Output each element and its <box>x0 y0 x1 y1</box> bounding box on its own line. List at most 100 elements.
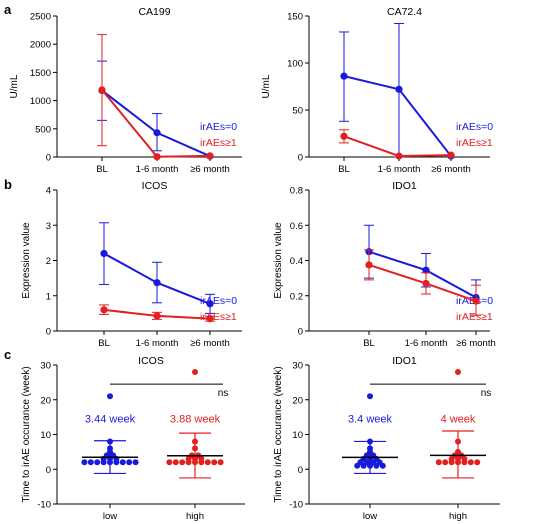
y-tick-label: 1 <box>46 291 51 302</box>
mean-label: 3.4 week <box>348 413 393 425</box>
data-point <box>132 459 139 466</box>
data-point <box>107 438 113 445</box>
data-point <box>153 279 161 287</box>
y-tick-label: 0 <box>46 327 51 338</box>
x-tick-label: ≥6 month <box>190 338 230 349</box>
data-point <box>192 459 198 466</box>
significance-label: ns <box>481 388 492 399</box>
y-tick-label: 30 <box>40 361 51 372</box>
data-point <box>422 279 430 288</box>
x-tick-label: low <box>103 511 117 522</box>
x-tick-label: BL <box>363 338 375 349</box>
y-tick-label: 500 <box>35 124 51 135</box>
data-point <box>113 459 120 466</box>
data-point <box>192 445 198 452</box>
series-line <box>101 89 211 158</box>
chart-title: ICOS <box>142 180 168 192</box>
y-axis-label: Expression value <box>273 222 284 299</box>
data-point <box>107 393 113 400</box>
data-point <box>172 459 179 466</box>
data-point <box>354 462 361 469</box>
data-point <box>98 86 106 94</box>
y-tick-label: 0 <box>298 153 303 164</box>
data-point <box>119 459 126 466</box>
y-tick-label: 0.4 <box>290 256 303 267</box>
data-point <box>166 459 173 466</box>
mean-label: 4 week <box>441 413 476 425</box>
y-axis-label: U/mL <box>261 74 272 98</box>
data-point <box>217 459 224 466</box>
y-axis-label: Time to irAE occurance (week) <box>273 366 284 502</box>
x-tick-label: 1-6 month <box>136 338 179 349</box>
data-point <box>179 459 186 466</box>
chart-b1: ICOS 0 1 2 3 4 Expression value BL 1-6 month ≥6 m… <box>21 180 242 349</box>
data-point <box>472 297 480 305</box>
x-tick-label: high <box>449 511 467 522</box>
legend-label: irAEs=0 <box>200 295 237 307</box>
y-tick-label: -10 <box>289 500 303 511</box>
data-point <box>467 459 474 466</box>
y-tick-label: 0.6 <box>290 221 303 232</box>
data-point <box>204 459 211 466</box>
legend-label: irAEs=0 <box>456 121 493 133</box>
y-tick-label: 2 <box>46 256 51 267</box>
data-point <box>455 438 461 445</box>
legend-label: irAEs≥1 <box>456 137 493 149</box>
y-tick-label: 0 <box>298 327 303 338</box>
data-point <box>153 312 161 320</box>
data-point <box>365 261 373 269</box>
data-point <box>455 459 461 466</box>
x-tick-label: 1-6 month <box>405 338 448 349</box>
mean-label: 3.44 week <box>85 413 136 425</box>
mean-label: 3.88 week <box>170 413 221 425</box>
data-point <box>192 438 198 445</box>
data-point <box>379 462 386 469</box>
y-tick-label: 4 <box>46 186 51 197</box>
chart-title: CA72.4 <box>387 6 422 18</box>
data-point <box>373 462 380 469</box>
y-tick-label: 10 <box>40 430 51 441</box>
y-tick-label: 20 <box>40 395 51 406</box>
data-point <box>87 459 94 466</box>
group-high: 3.88 week <box>166 368 224 479</box>
chart-title: IDO1 <box>392 180 417 192</box>
data-point <box>395 85 403 93</box>
data-point <box>100 249 108 258</box>
data-point <box>185 459 192 466</box>
data-point <box>206 315 214 323</box>
series-1: irAEs≥1 <box>339 129 493 160</box>
y-tick-label: 0 <box>298 465 303 476</box>
y-axis-label: U/mL <box>9 74 20 98</box>
legend-label: irAEs≥1 <box>200 311 237 323</box>
chart-b2: IDO1 0 0.2 0.4 0.6 0.8 Expression value BL 1-6 m… <box>273 180 496 349</box>
y-tick-label: 100 <box>287 59 303 70</box>
x-tick-label: low <box>363 511 377 522</box>
data-point <box>206 300 214 308</box>
data-point <box>395 152 403 160</box>
data-point <box>442 459 449 466</box>
data-point <box>360 462 367 469</box>
y-tick-label: 150 <box>287 12 303 23</box>
data-point <box>206 152 214 160</box>
data-point <box>81 459 88 466</box>
data-point <box>340 132 348 140</box>
legend-label: irAEs≥1 <box>456 311 493 323</box>
data-point <box>474 459 481 466</box>
x-tick-label: 1-6 month <box>136 164 179 175</box>
data-point <box>126 459 133 466</box>
data-point <box>461 459 468 466</box>
data-point <box>340 72 348 80</box>
chart-c1: ICOS -10 0 10 20 30 Time to irAE occurance (we… <box>21 355 245 522</box>
chart-a1: CA199 0 500 1000 1500 2000 2500 U/mL BL 1-6 month… <box>9 6 242 175</box>
data-point <box>367 393 373 400</box>
chart-title: CA199 <box>138 6 170 18</box>
group-high: 4 week <box>430 368 486 479</box>
data-point <box>100 459 107 466</box>
data-point <box>435 459 442 466</box>
data-point <box>367 462 373 469</box>
series-1: irAEs≥1 <box>97 34 237 161</box>
legend-label: irAEs=0 <box>200 121 237 133</box>
data-point <box>422 266 430 274</box>
y-tick-label: 0 <box>46 465 51 476</box>
chart-title: IDO1 <box>392 355 417 367</box>
